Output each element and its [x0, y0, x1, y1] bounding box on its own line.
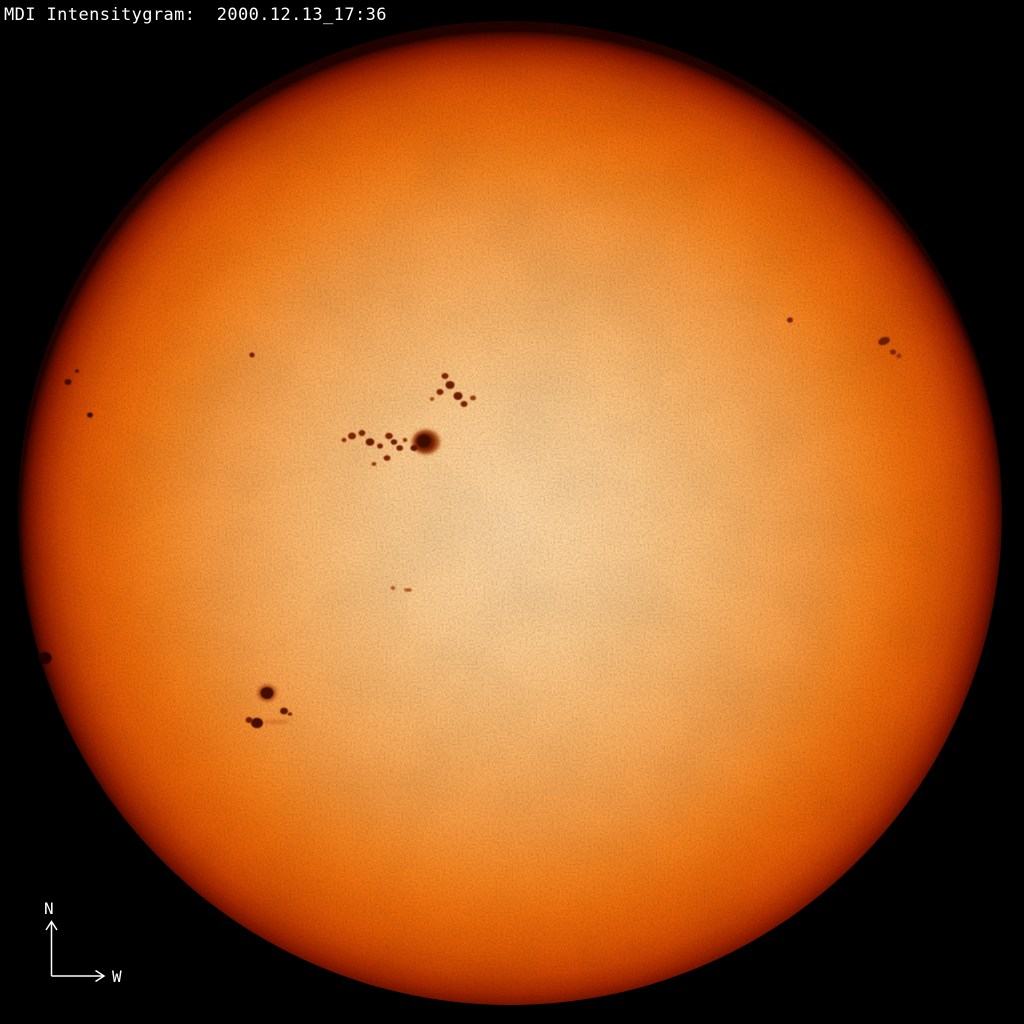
sunspot — [348, 432, 356, 440]
sunspot — [87, 412, 93, 418]
sunspot — [251, 717, 263, 729]
sun-granulation-texture — [18, 21, 1002, 1005]
sunspot — [417, 434, 431, 448]
sunspot — [445, 381, 455, 389]
sunspot — [453, 392, 463, 400]
sunspot — [396, 445, 402, 451]
sunspot — [249, 352, 255, 358]
sunspot — [371, 462, 377, 466]
sunspot — [402, 438, 408, 442]
sunspot — [38, 652, 52, 664]
sunspot — [377, 443, 383, 449]
sunspot — [263, 720, 289, 724]
sunspot — [390, 586, 396, 590]
sunspot — [436, 389, 444, 395]
compass-north-label: N — [44, 899, 54, 918]
sunspot — [385, 432, 393, 440]
sunspot — [75, 369, 79, 373]
sunspot — [878, 336, 890, 346]
sunspot — [64, 379, 72, 385]
sunspot — [429, 397, 435, 401]
sunspot — [383, 455, 391, 461]
compass-north-arrowhead-icon — [45, 920, 58, 931]
sunspots-layer — [38, 317, 902, 729]
sunspot — [441, 373, 449, 379]
sunspot — [896, 353, 902, 359]
image-title: MDI Intensitygram: 2000.12.13_17:36 — [4, 5, 387, 25]
sunspot — [410, 445, 418, 451]
compass: N W — [44, 899, 122, 986]
sunspot — [358, 430, 366, 436]
sunspot — [341, 437, 347, 443]
sunspot — [245, 717, 253, 723]
sunspot — [287, 712, 293, 716]
sunspot — [460, 401, 468, 407]
sunspot — [260, 687, 274, 699]
sunspot — [390, 439, 398, 445]
sunspot — [280, 707, 288, 715]
sunspot — [404, 588, 412, 592]
sunspot — [890, 349, 896, 355]
sunspot — [470, 395, 476, 401]
sunspot — [787, 317, 793, 323]
compass-west-arrowhead-icon — [95, 969, 106, 983]
compass-west-label: W — [112, 967, 122, 986]
sunspot — [365, 438, 375, 446]
